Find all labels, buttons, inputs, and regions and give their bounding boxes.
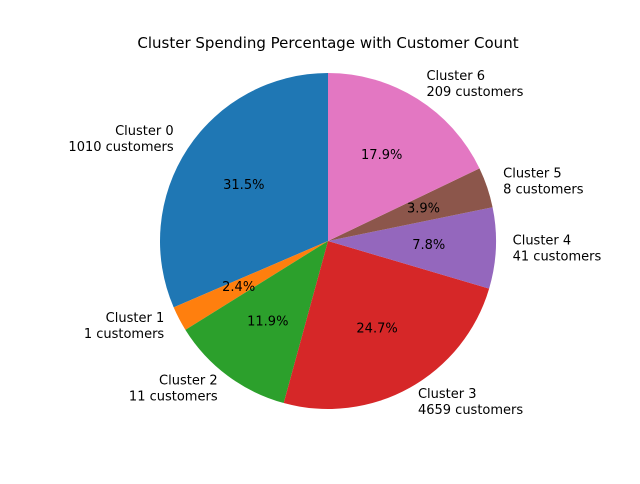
pie-slice-percent-label-5: 3.9% — [407, 201, 440, 216]
pie-slice-customer-count-label-2: 11 customers — [129, 390, 218, 405]
pie-slice-percent-label-3: 24.7% — [356, 322, 397, 337]
pie-slice-customer-count-label-0: 1010 customers — [68, 140, 173, 155]
pie-slices — [159, 73, 496, 409]
chart-title: Cluster Spending Percentage with Custome… — [137, 34, 519, 52]
pie-slice-percent-label-6: 17.9% — [361, 148, 402, 163]
pie-slice-percent-label-2: 11.9% — [247, 314, 288, 329]
pie-slice-4 — [328, 207, 496, 289]
pie-slice-2 — [185, 241, 328, 404]
pie-slice-customer-count-label-5: 8 customers — [503, 183, 584, 198]
pie-slice-percent-label-1: 2.4% — [222, 280, 255, 295]
pie-slice-customer-count-label-3: 4659 customers — [418, 403, 523, 418]
pie-slice-percent-label-0: 31.5% — [223, 178, 264, 193]
pie-slice-name-label-6: Cluster 6 — [426, 69, 485, 84]
pie-slice-3 — [283, 241, 490, 409]
pie-slice-1 — [173, 241, 328, 330]
pie-slice-customer-count-label-6: 209 customers — [426, 85, 523, 100]
pie-slice-customer-count-label-4: 41 customers — [513, 249, 602, 264]
pie-slice-6 — [328, 73, 480, 241]
pie-slice-name-label-3: Cluster 3 — [418, 387, 477, 402]
pie-slice-customer-count-label-1: 1 customers — [84, 327, 165, 342]
pie-slice-percent-label-4: 7.8% — [412, 238, 445, 253]
pie-slice-name-label-2: Cluster 2 — [159, 374, 218, 389]
pie-slice-name-label-0: Cluster 0 — [115, 124, 174, 139]
pie-slice-name-label-1: Cluster 1 — [106, 311, 165, 326]
pie-slice-name-label-5: Cluster 5 — [503, 167, 562, 182]
pie-slice-0 — [159, 73, 328, 308]
pie-slice-5 — [328, 168, 493, 241]
pie-slice-name-label-4: Cluster 4 — [513, 233, 572, 248]
